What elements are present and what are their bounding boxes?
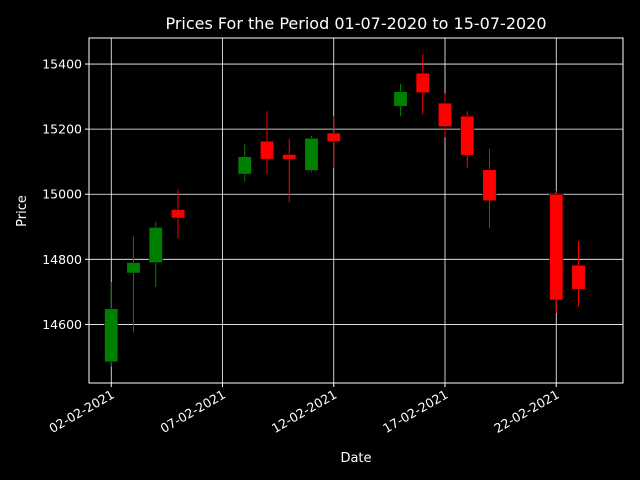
candle-body	[549, 193, 564, 301]
y-tick-label: 14800	[42, 252, 82, 267]
x-tick-label: 22-02-2021	[491, 387, 561, 436]
x-tick-label: 07-02-2021	[158, 387, 228, 436]
x-tick-label: 12-02-2021	[269, 387, 339, 436]
candle-body	[104, 308, 119, 363]
candle-body	[460, 115, 475, 156]
candle-body	[171, 209, 185, 219]
candle-body	[304, 137, 319, 171]
candles	[104, 54, 586, 367]
y-tick-label: 15200	[42, 122, 82, 137]
x-axis-label: Date	[340, 451, 371, 466]
candle-body	[571, 264, 586, 290]
y-axis: 14600 14800 15000 15200 15400	[42, 57, 89, 332]
x-axis: 02-02-2021 07-02-2021 12-02-2021 17-02-2021…	[46, 383, 562, 436]
y-axis-label: Price	[15, 195, 30, 227]
candle-body	[438, 102, 452, 127]
y-tick-label: 15000	[42, 187, 82, 202]
candle-body	[482, 169, 497, 201]
candle-body	[282, 154, 297, 160]
candle-body	[260, 140, 274, 160]
candle-body	[326, 132, 341, 142]
x-tick-label: 17-02-2021	[380, 387, 450, 436]
candle-body	[148, 227, 163, 263]
x-tick-label: 02-02-2021	[46, 387, 116, 436]
y-tick-label: 15400	[42, 57, 82, 72]
y-tick-label: 14600	[42, 317, 82, 332]
candle-body	[415, 72, 430, 93]
candle-body	[393, 91, 408, 107]
chart-title: Prices For the Period 01-07-2020 to 15-0…	[165, 14, 546, 33]
candle-body	[126, 262, 141, 274]
grid-lines	[89, 38, 623, 383]
plot-frame	[88, 37, 624, 384]
candle-body	[237, 156, 252, 175]
